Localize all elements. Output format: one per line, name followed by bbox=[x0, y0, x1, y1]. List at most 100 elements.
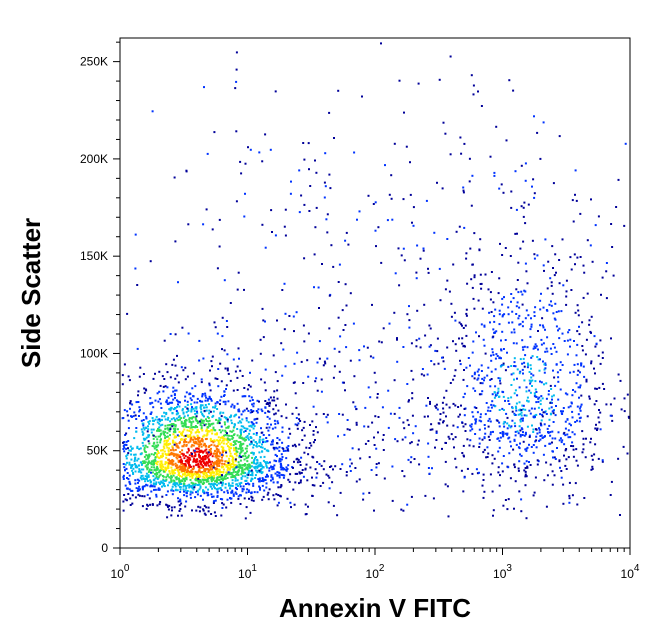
data-point bbox=[252, 460, 255, 463]
data-point bbox=[572, 220, 575, 223]
data-point bbox=[595, 423, 597, 426]
data-point bbox=[461, 337, 464, 340]
data-point bbox=[541, 324, 544, 327]
data-point bbox=[168, 460, 171, 463]
data-point bbox=[240, 413, 243, 416]
data-point bbox=[146, 446, 149, 449]
data-point bbox=[180, 514, 183, 517]
data-point bbox=[376, 393, 379, 395]
data-point bbox=[353, 151, 356, 154]
data-point bbox=[516, 279, 519, 281]
data-point bbox=[165, 469, 168, 472]
data-point bbox=[558, 282, 561, 285]
data-point bbox=[252, 423, 255, 425]
data-point bbox=[243, 468, 246, 471]
data-point bbox=[240, 477, 243, 479]
data-point bbox=[525, 270, 528, 273]
data-point bbox=[581, 321, 584, 324]
data-point bbox=[216, 473, 219, 475]
data-point bbox=[295, 311, 298, 314]
data-point bbox=[161, 485, 163, 488]
data-point bbox=[216, 478, 218, 481]
data-point bbox=[224, 486, 227, 489]
data-point bbox=[308, 447, 311, 449]
data-point bbox=[213, 462, 216, 465]
data-point bbox=[528, 443, 530, 446]
data-point bbox=[341, 463, 344, 466]
data-point bbox=[522, 372, 524, 375]
data-point bbox=[198, 453, 200, 456]
data-point bbox=[210, 513, 213, 515]
data-point bbox=[534, 343, 537, 346]
data-point bbox=[152, 459, 155, 462]
data-point bbox=[145, 417, 148, 420]
data-point bbox=[176, 464, 179, 467]
data-point bbox=[171, 425, 174, 428]
data-point bbox=[285, 416, 288, 419]
data-point bbox=[283, 225, 286, 228]
data-point bbox=[447, 515, 450, 518]
data-point bbox=[533, 253, 536, 256]
data-point bbox=[601, 459, 604, 462]
data-point bbox=[195, 415, 198, 418]
data-point bbox=[330, 244, 333, 247]
data-point bbox=[510, 331, 513, 334]
data-point bbox=[476, 411, 479, 414]
data-point bbox=[160, 407, 163, 409]
data-point bbox=[209, 466, 212, 469]
data-point bbox=[257, 478, 260, 481]
data-point bbox=[180, 366, 183, 369]
data-point bbox=[190, 424, 193, 427]
data-point bbox=[247, 146, 249, 149]
data-point bbox=[492, 335, 495, 338]
data-point bbox=[178, 483, 181, 486]
data-point bbox=[332, 504, 335, 507]
data-point bbox=[163, 482, 165, 485]
data-point bbox=[576, 503, 579, 506]
data-point bbox=[280, 458, 283, 461]
data-point bbox=[507, 466, 510, 469]
data-point bbox=[224, 483, 227, 486]
data-point bbox=[539, 324, 542, 327]
data-point bbox=[192, 420, 195, 423]
data-point bbox=[256, 461, 259, 464]
data-point bbox=[448, 290, 451, 293]
data-point bbox=[224, 429, 227, 432]
data-point bbox=[214, 406, 216, 409]
data-point bbox=[167, 428, 170, 431]
data-point bbox=[339, 468, 342, 470]
data-point bbox=[498, 309, 501, 312]
data-point bbox=[122, 445, 125, 447]
data-point bbox=[481, 377, 484, 380]
data-point bbox=[223, 390, 226, 393]
data-point bbox=[137, 394, 139, 397]
data-point bbox=[447, 435, 450, 438]
data-point bbox=[197, 490, 199, 493]
data-point bbox=[224, 367, 227, 370]
data-point bbox=[195, 442, 198, 445]
data-point bbox=[299, 481, 302, 484]
data-point bbox=[517, 446, 520, 449]
data-point bbox=[522, 404, 525, 407]
data-point bbox=[491, 351, 494, 354]
data-point bbox=[210, 463, 213, 466]
data-point bbox=[125, 440, 128, 443]
data-point bbox=[179, 401, 181, 404]
data-point bbox=[250, 480, 252, 482]
data-point bbox=[178, 510, 181, 512]
data-point bbox=[164, 431, 167, 434]
data-point bbox=[480, 364, 483, 367]
data-point bbox=[199, 461, 202, 463]
data-point bbox=[272, 408, 275, 411]
data-point bbox=[133, 411, 136, 414]
data-point bbox=[137, 487, 140, 490]
data-point bbox=[287, 436, 290, 439]
data-point bbox=[532, 347, 535, 350]
data-point bbox=[212, 478, 215, 481]
data-point bbox=[200, 445, 203, 448]
data-point bbox=[349, 292, 352, 295]
data-point bbox=[619, 379, 622, 382]
data-point bbox=[280, 484, 283, 487]
data-point bbox=[337, 435, 339, 438]
data-point bbox=[272, 481, 275, 484]
